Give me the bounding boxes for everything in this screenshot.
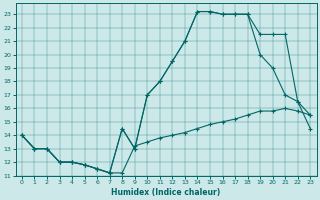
X-axis label: Humidex (Indice chaleur): Humidex (Indice chaleur) [111, 188, 221, 197]
